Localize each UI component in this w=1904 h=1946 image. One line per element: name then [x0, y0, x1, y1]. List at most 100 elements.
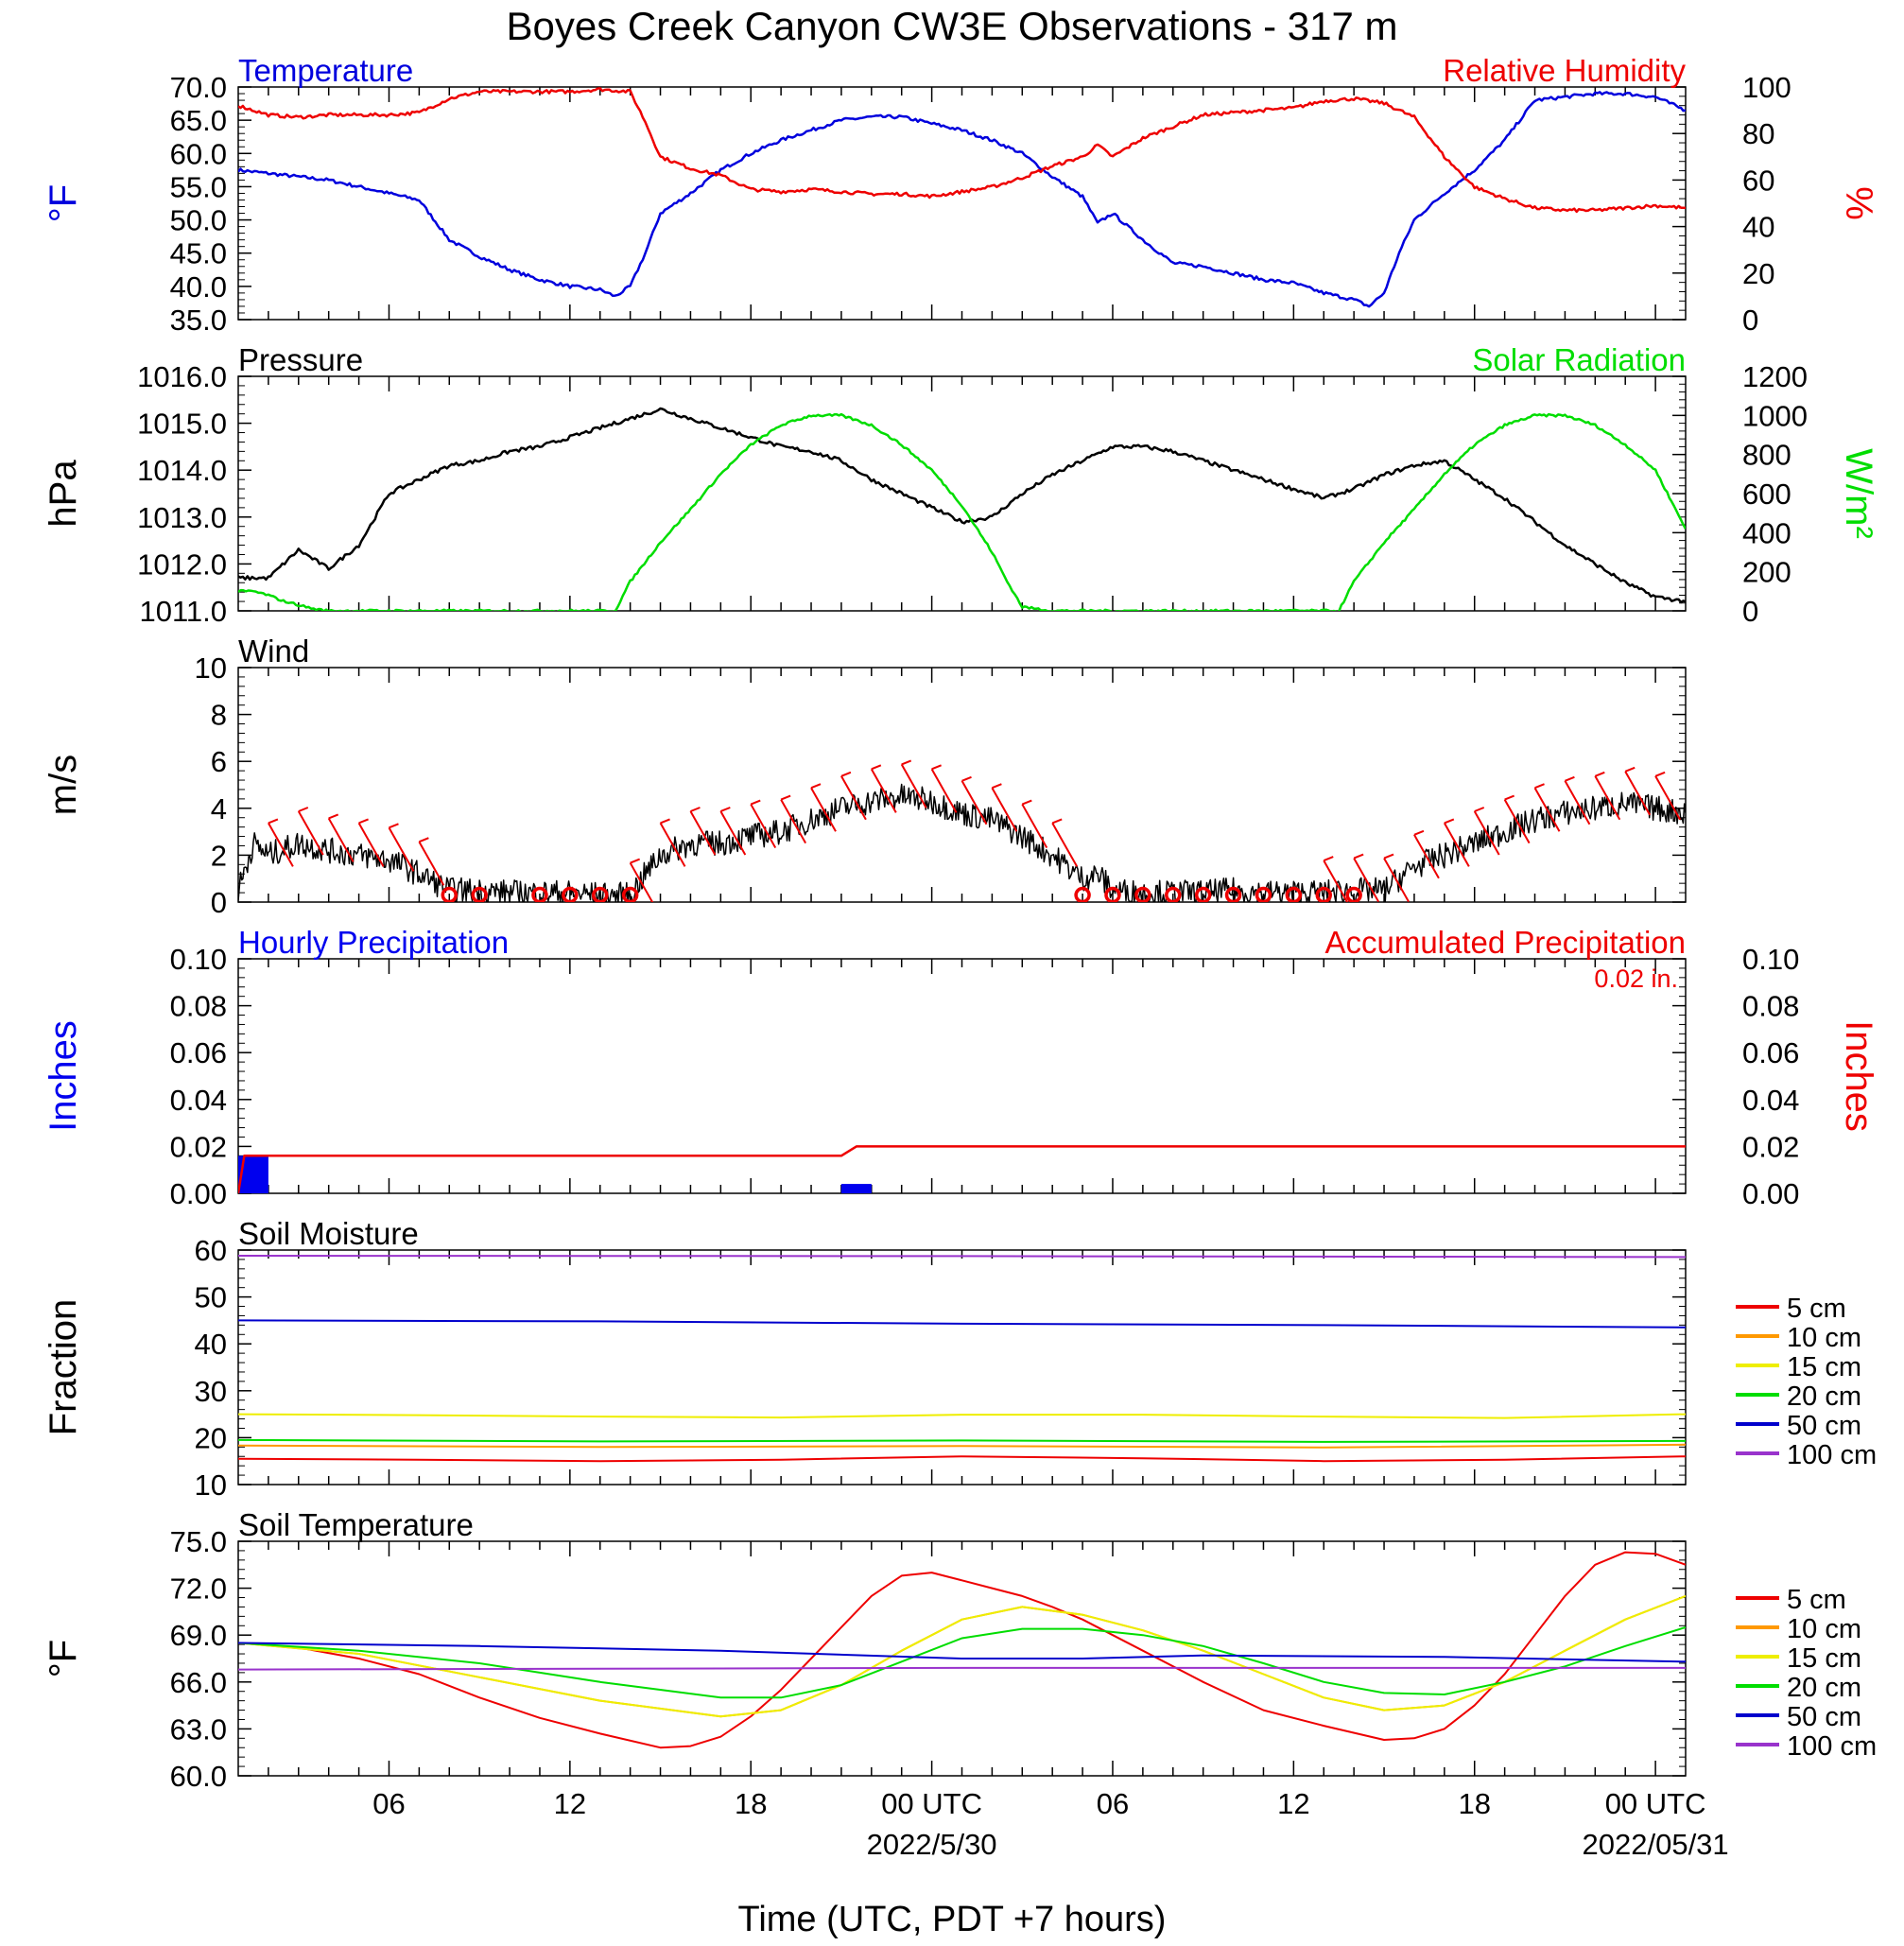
legend-label: 15 cm [1787, 1643, 1861, 1674]
wind-barb-flag [750, 799, 761, 806]
wind-barb [388, 826, 415, 872]
panel-soil_moisture: 10 20 30 40 50 60 Soil Moisture Fraction 5 cm10 … [43, 1216, 1877, 1502]
precip-total-label: 0.02 in. [1594, 964, 1678, 993]
y-tick-label-left: 0 [211, 886, 227, 919]
panel-title-right: Solar Radiation [1472, 342, 1686, 377]
wind-barb-flag [840, 771, 852, 777]
wind-barb-flag [1353, 853, 1364, 860]
wind-barb-flag [1504, 794, 1515, 801]
calm-marker [621, 886, 639, 902]
panel-soil_temp: 60.0 63.0 66.0 69.0 72.0 75.0 Soil Temperature… [43, 1507, 1877, 1861]
y-tick-label-right: 400 [1742, 516, 1791, 549]
series-temperature [238, 91, 1686, 308]
y-tick-label-left: 45.0 [170, 237, 227, 270]
y-tick-label-left: 69.0 [170, 1619, 227, 1652]
series-10-cm [238, 1443, 1686, 1449]
y-tick-label-right: 600 [1742, 478, 1791, 511]
y-tick-label-right: 0 [1742, 595, 1758, 628]
series-20-cm [238, 1625, 1686, 1699]
wind-barb-flag [961, 775, 972, 782]
wind-barb [961, 780, 988, 825]
x-tick-label: 06 [1097, 1787, 1129, 1820]
y-tick-label-right: 100 [1742, 71, 1791, 104]
legend-label: 100 cm [1787, 1440, 1877, 1470]
plot-area [238, 759, 1686, 902]
y-tick-label-right: 0.02 [1742, 1130, 1799, 1163]
y-tick-label-left: 1015.0 [137, 408, 227, 441]
y-tick-label-right: 0 [1742, 304, 1758, 337]
y-tick-label-right: 80 [1742, 117, 1774, 150]
y-tick-label-left: 1011.0 [139, 595, 227, 628]
x-tick-date-label: 2022/5/30 [867, 1828, 997, 1861]
legend-label: 10 cm [1787, 1614, 1861, 1644]
legend-label: 100 cm [1787, 1731, 1877, 1762]
plot-frame [237, 1249, 1687, 1486]
wind-barb [1051, 822, 1079, 867]
y-tick-label-right: 0.00 [1742, 1177, 1799, 1210]
wind-barb-flag [1624, 766, 1636, 773]
wind-barb [268, 822, 294, 867]
series-5-cm [238, 1551, 1686, 1749]
legend-label: 5 cm [1787, 1294, 1846, 1324]
wind-barb [1443, 822, 1470, 867]
calm-marker [531, 886, 548, 902]
wind-barb-flag [780, 794, 791, 801]
wind-barb [1413, 834, 1440, 879]
y-tick-label-left: 35.0 [170, 304, 227, 337]
wind-barb-flag [690, 807, 701, 812]
calm-marker [1194, 886, 1212, 902]
calm-marker [471, 886, 488, 902]
wind-barb [659, 822, 686, 867]
panel-title-left: Soil Moisture [238, 1216, 419, 1251]
y-tick-label-left: 6 [211, 745, 227, 778]
wind-barb [629, 862, 654, 902]
panel-temp_rh: 35.040.045.050.055.060.065.070.0 0 20 40 60 8… [43, 53, 1879, 337]
y-axis-label-right: % [1838, 186, 1879, 220]
y-tick-label-left: 60.0 [170, 137, 227, 170]
wind-barb-flag [389, 823, 399, 829]
y-tick-label-left: 0.00 [170, 1177, 227, 1210]
wind-barb-flag [1413, 829, 1425, 836]
wind-barb [1533, 787, 1561, 832]
wind-barb-flag [931, 764, 942, 771]
y-tick-label-left: 0.04 [170, 1084, 227, 1117]
wind-barb [840, 775, 867, 821]
plot-frame [237, 86, 1687, 321]
panel-title-right: Relative Humidity [1443, 53, 1686, 88]
panel-title-left: Soil Temperature [238, 1507, 474, 1542]
y-tick-label-left: 60 [195, 1234, 227, 1267]
wind-barb [689, 810, 717, 856]
y-axis-label-left: m/s [43, 755, 84, 815]
wind-barb-flag [268, 818, 279, 825]
y-axis-label-left: hPa [43, 460, 84, 528]
wind-barb [1021, 804, 1048, 849]
wind-barb [1624, 771, 1652, 816]
x-tick-label: 00 UTC [1605, 1787, 1706, 1820]
wind-barb-flag [660, 818, 670, 825]
legend-label: 5 cm [1787, 1585, 1846, 1615]
calm-marker [592, 886, 609, 902]
wind-barb [930, 768, 958, 813]
panel-pres_solar: 1011.0 1012.0 1013.0 1014.0 1015.0 1016.0 0 200… [43, 342, 1879, 628]
series-100-cm [238, 1255, 1686, 1259]
y-axis-label-right: Inches [1838, 1020, 1879, 1132]
wind-barb-flag [1021, 799, 1032, 806]
wind-barb-flag [630, 858, 641, 864]
precip-bar [840, 1184, 872, 1193]
y-axis-label-left: Inches [43, 1020, 84, 1132]
plot-area [238, 1255, 1686, 1463]
plot-area [238, 87, 1686, 308]
wind-barb-flag [1474, 807, 1485, 812]
wind-barb [1564, 780, 1591, 825]
y-tick-label-left: 4 [211, 792, 227, 825]
series-50-cm [238, 1642, 1686, 1663]
wind-barb [418, 841, 445, 886]
panel-wind: 0 2 4 6 8 10 Wind m/s [43, 634, 1687, 919]
y-tick-label-left: 60.0 [170, 1760, 227, 1793]
series-15-cm [238, 1413, 1686, 1419]
wind-barb-flag [719, 807, 731, 812]
calm-marker [1255, 886, 1272, 902]
calm-marker [441, 886, 459, 902]
y-tick-label-left: 40.0 [170, 270, 227, 304]
